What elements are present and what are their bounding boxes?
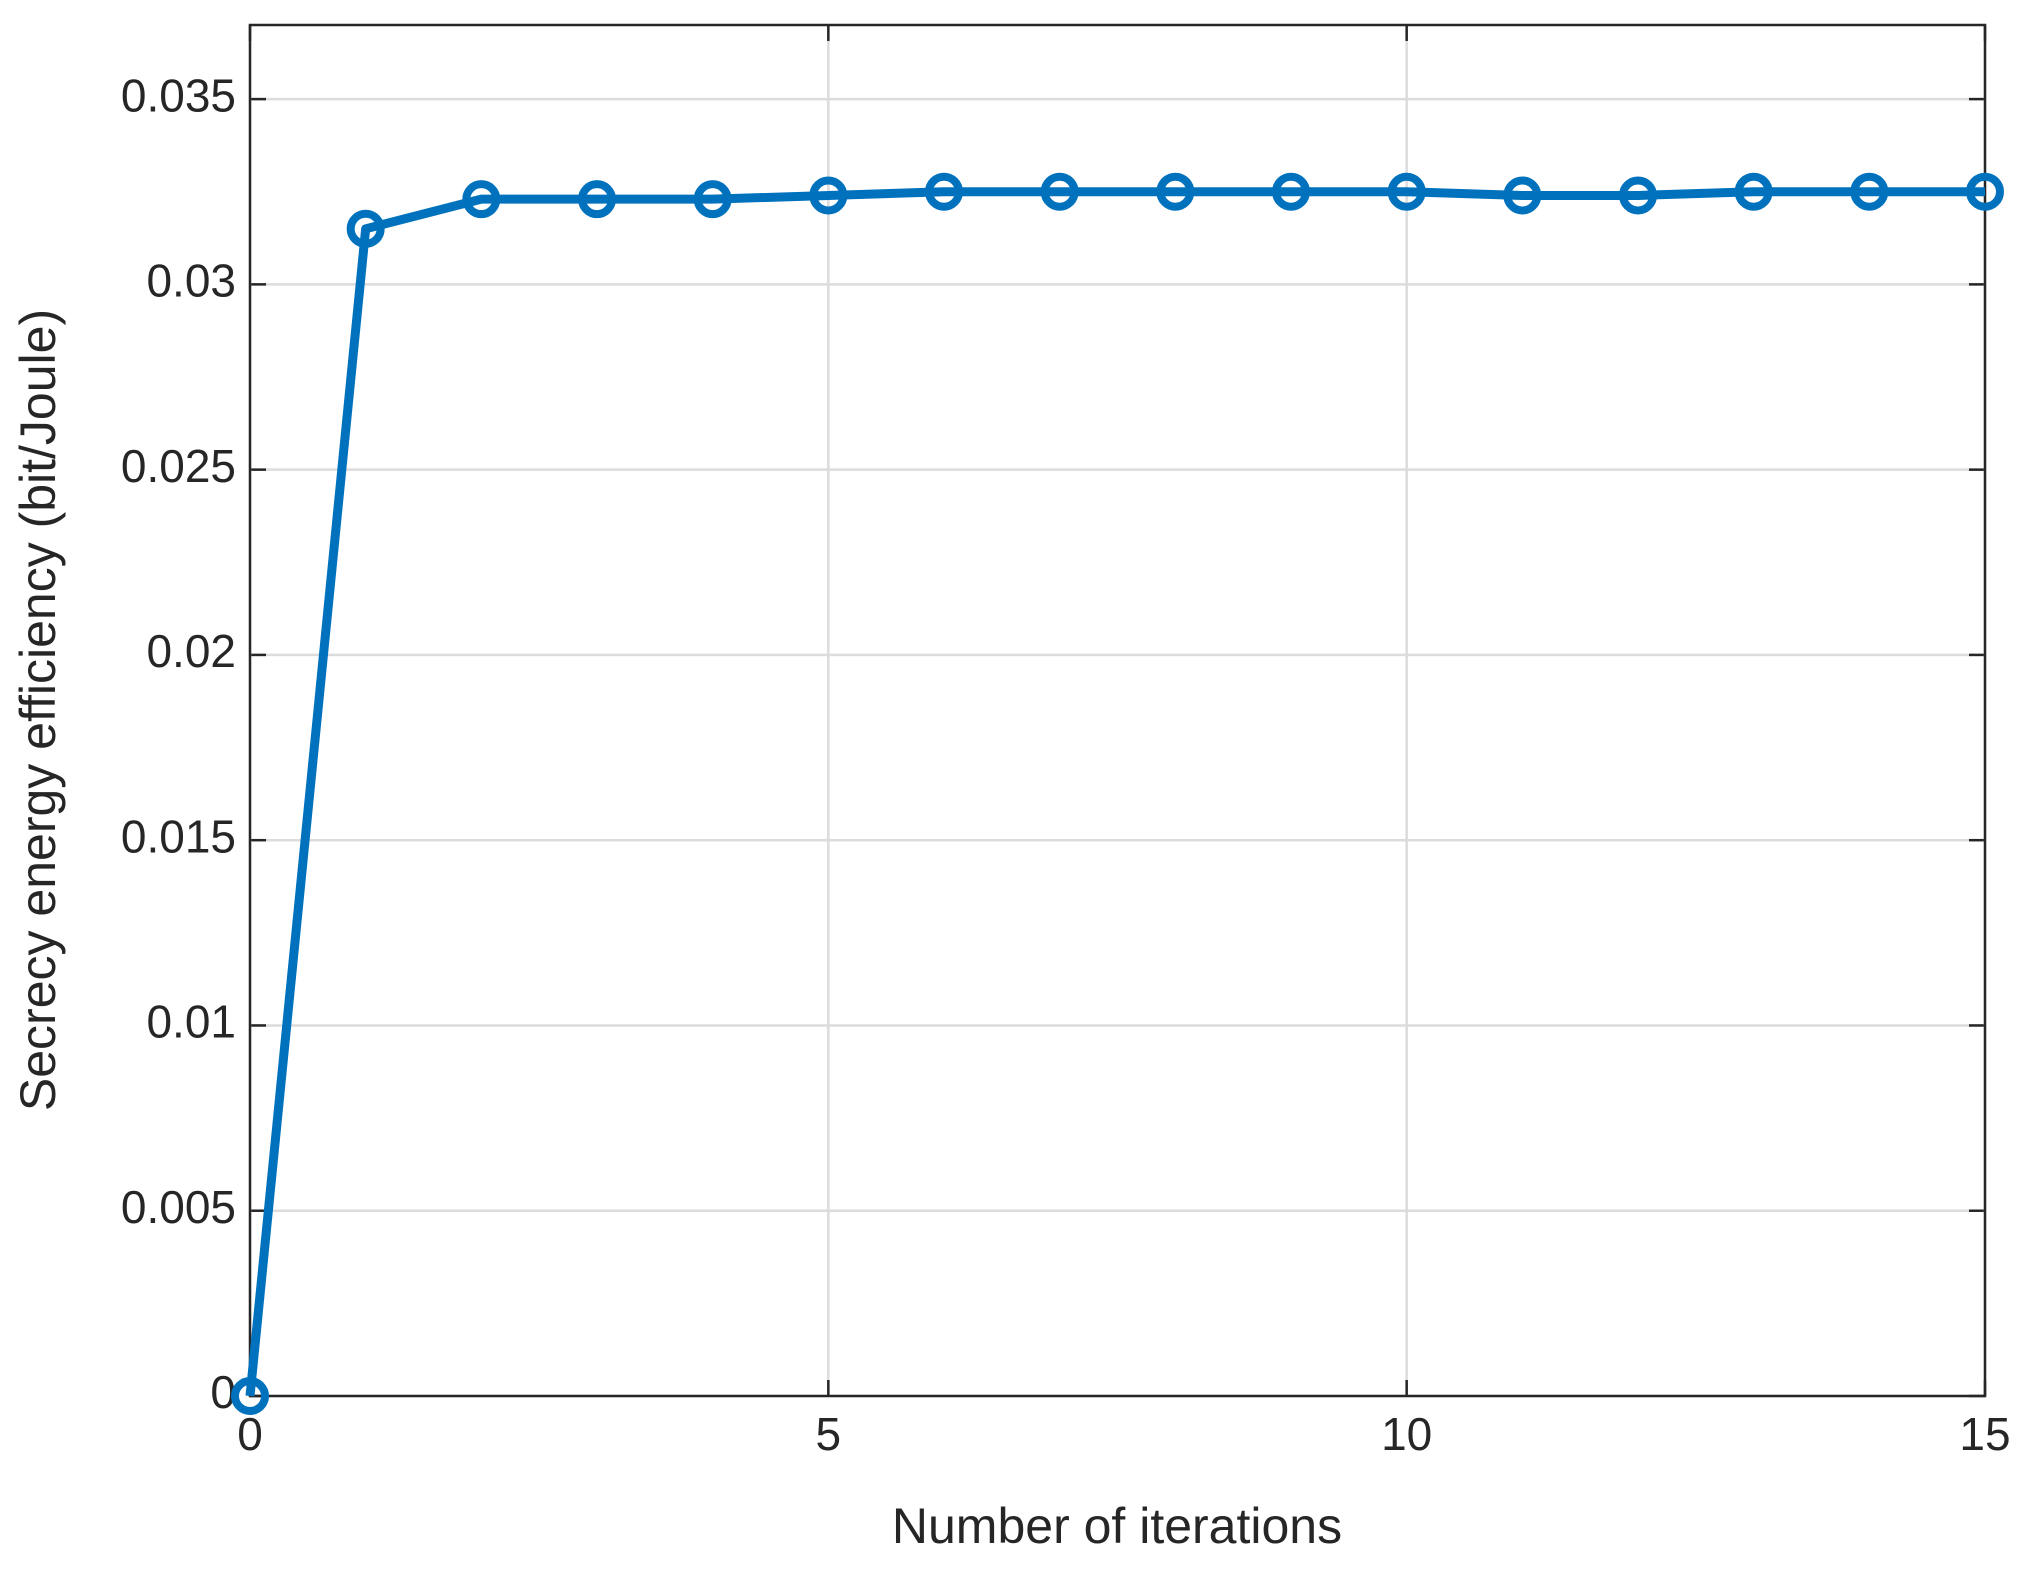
plot-frame — [248, 23, 1987, 1398]
marker — [346, 209, 385, 248]
marker — [231, 1377, 269, 1415]
series-line — [245, 187, 1985, 1397]
marker — [1040, 172, 1079, 211]
marker — [1156, 172, 1195, 211]
marker — [1734, 172, 1773, 211]
marker — [1619, 176, 1657, 215]
marker — [1966, 172, 2004, 211]
y-tick-label: 0.01 — [146, 996, 236, 1048]
x-tick-label: 5 — [816, 1408, 842, 1460]
y-tick-label: 0.02 — [146, 625, 236, 677]
marker — [1850, 172, 1889, 211]
marker — [1272, 172, 1310, 211]
marker — [809, 176, 848, 215]
marker — [1387, 172, 1426, 211]
y-tick-label: 0.025 — [121, 440, 236, 492]
y-tick-label: 0.005 — [121, 1181, 236, 1233]
x-tick-label: 10 — [1381, 1408, 1432, 1460]
marker — [462, 180, 501, 219]
y-tick-label: 0.035 — [121, 69, 236, 121]
x-tick-label: 0 — [237, 1408, 263, 1460]
marker — [925, 172, 963, 211]
marker — [1503, 176, 1542, 215]
marker — [693, 180, 732, 219]
x-tick-label: 15 — [1959, 1408, 2010, 1460]
y-tick-label: 0.015 — [121, 810, 236, 862]
y-tick-label: 0.03 — [146, 255, 236, 307]
y-axis-label: Secrecy energy efficiency (bit/Joule) — [10, 309, 66, 1111]
marker — [578, 180, 616, 219]
x-axis-label: Number of iterations — [892, 1498, 1342, 1554]
